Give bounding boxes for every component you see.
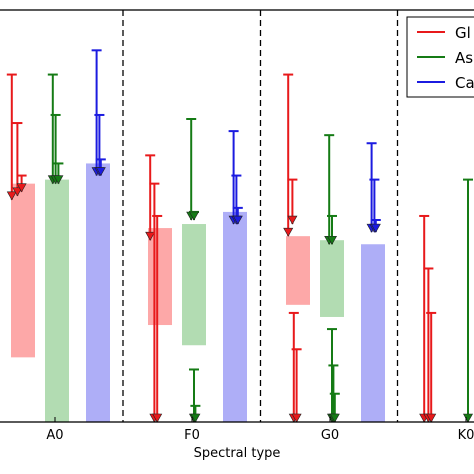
legend-label-as: As [455, 49, 473, 67]
upper-limit-gl-g0-7 [287, 178, 298, 225]
upper-limit-gl-a0-0 [6, 73, 17, 201]
x-tick-label-a0: A0 [46, 428, 63, 443]
legend: Gl As Ca [406, 16, 474, 98]
upper-limit-gl-k0-12 [426, 311, 437, 423]
bar-gl-a0 [11, 183, 35, 358]
bar-as-a0 [45, 179, 69, 422]
upper-limit-ca-g0-8 [370, 219, 381, 233]
upper-limit-as-g0-7 [324, 134, 335, 245]
bar-as-f0 [182, 224, 206, 346]
upper-limit-as-k0-12 [462, 178, 474, 423]
bar-gl-f0 [148, 228, 172, 326]
bar-ca-a0 [86, 163, 110, 422]
upper-limit-gl-f0-3 [145, 154, 156, 241]
plot-frame [0, 9, 474, 423]
upper-limit-gl-f0-5 [152, 214, 163, 423]
upper-limits-layer [6, 49, 474, 423]
bar-gl-g0 [286, 236, 310, 305]
upper-limit-as-f0-6 [190, 404, 201, 423]
bar-ca-f0 [223, 211, 247, 422]
x-tick-label-k0: K0 [458, 428, 474, 443]
upper-limit-gl-a0-2 [16, 174, 27, 193]
axes [0, 9, 474, 423]
bar-as-g0 [320, 240, 344, 317]
upper-limit-gl-g0-9 [291, 348, 302, 423]
upper-limit-as-g0-8 [326, 214, 338, 245]
x-tick-labels: A0 F0 G0 K0 [46, 417, 474, 443]
category-separators [122, 10, 399, 422]
upper-limit-gl-g0-6 [283, 73, 294, 237]
upper-limit-ca-f0-5 [232, 206, 243, 225]
x-tick-label-f0: F0 [184, 428, 200, 443]
upper-limit-as-f0-3 [186, 118, 197, 221]
bars-layer [11, 163, 385, 422]
bar-ca-g0 [361, 244, 385, 422]
legend-label-ca: Ca [455, 74, 474, 92]
upper-limit-ca-a0-2 [95, 158, 106, 177]
x-tick-label-g0: G0 [321, 428, 339, 443]
upper-limit-as-g0-11 [329, 392, 340, 423]
x-axis-label: Spectral type [194, 446, 281, 461]
legend-label-gl: Gl [455, 24, 471, 42]
upper-limit-as-a0-2 [53, 162, 64, 185]
upper-limit-as-f0-4 [188, 210, 200, 221]
